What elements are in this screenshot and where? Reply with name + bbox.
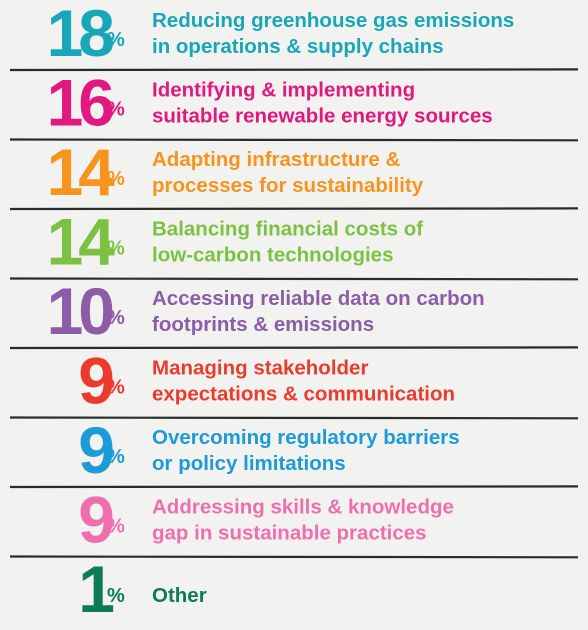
- percent-sign: %: [107, 516, 125, 538]
- separator: [9, 68, 579, 72]
- item-label: or policy limitations: [152, 452, 346, 475]
- item-label: suitable renewable energy sources: [152, 105, 493, 128]
- item-label: low-carbon technologies: [152, 244, 393, 267]
- item-label: footprints & emissions: [152, 313, 374, 336]
- percent-sign: %: [107, 168, 125, 190]
- item-label: processes for sustainability: [152, 174, 424, 197]
- percent-number: 14: [47, 205, 116, 279]
- separator: [9, 277, 579, 281]
- separator: [9, 416, 579, 420]
- percent-number: 14: [47, 135, 116, 209]
- item-label: Balancing financial costs of: [152, 218, 423, 241]
- percent-sign: %: [107, 99, 125, 121]
- item-label: expectations & communication: [152, 383, 455, 406]
- separator: [9, 207, 579, 211]
- percent-number: 10: [47, 274, 113, 348]
- percent-sign: %: [107, 29, 125, 51]
- item-label: Other: [152, 584, 207, 607]
- separator: [9, 346, 579, 350]
- item-label: gap in sustainable practices: [152, 522, 427, 545]
- item-label: Overcoming regulatory barriers: [152, 426, 460, 449]
- percent-sign: %: [107, 585, 125, 607]
- item-label: Addressing skills & knowledge: [152, 496, 454, 519]
- item-label: Identifying & implementing: [152, 79, 415, 102]
- item-label: Reducing greenhouse gas emissions: [152, 9, 514, 32]
- percent-number: 18: [47, 0, 114, 70]
- percent-number: 16: [47, 66, 114, 140]
- percent-sign: %: [107, 377, 125, 399]
- percent-sign: %: [107, 238, 125, 260]
- separator: [9, 138, 579, 142]
- percent-sign: %: [107, 307, 125, 329]
- item-label: Adapting infrastructure &: [152, 148, 400, 171]
- percent-sign: %: [107, 446, 125, 468]
- separator: [9, 485, 579, 489]
- item-label: in operations & supply chains: [152, 35, 444, 58]
- item-label: Accessing reliable data on carbon: [152, 287, 485, 310]
- separator: [9, 555, 579, 559]
- item-label: Managing stakeholder: [152, 357, 368, 380]
